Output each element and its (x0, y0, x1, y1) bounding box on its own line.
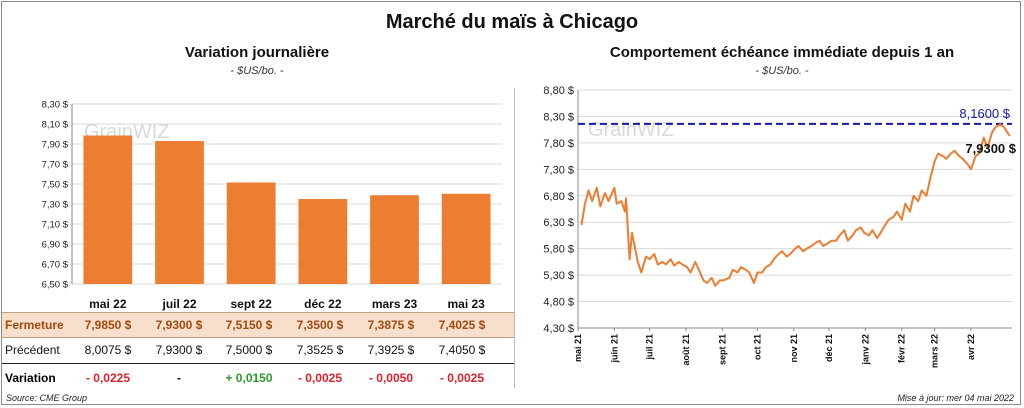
y-tick-label: 7,30 $ (543, 164, 574, 176)
row-label-precedent: Précédent (5, 343, 60, 357)
update-date: Mise à jour: mer 04 mai 2022 (897, 393, 1014, 403)
cell-variation: - 0,0225 (85, 371, 131, 385)
row-label-fermeture: Fermeture (5, 318, 64, 332)
x-tick-label: juin 21 (609, 334, 619, 364)
cell-variation: - 0,0025 (297, 371, 343, 385)
last-value-label: 7,9300 $ (965, 141, 1016, 156)
y-tick-label: 6,50 $ (42, 280, 69, 291)
right-chart-unit: - $US/bo. - (755, 65, 809, 77)
x-tick-label: sept 21 (717, 334, 727, 365)
cell-fermeture: 7,5150 $ (225, 318, 273, 332)
cell-fermeture: 7,9850 $ (84, 318, 132, 332)
cell-fermeture: 7,9300 $ (155, 318, 203, 332)
watermark-text: GrainWIZ (588, 119, 674, 141)
x-tick-label: déc 22 (304, 297, 342, 311)
cell-fermeture: 7,3500 $ (296, 318, 344, 332)
bar (370, 195, 419, 284)
y-tick-label: 8,80 $ (543, 85, 574, 97)
y-tick-label: 7,70 $ (42, 160, 69, 171)
y-tick-label: 7,80 $ (543, 138, 574, 150)
cell-fermeture: 7,3875 $ (367, 318, 415, 332)
cell-variation: + 0,0150 (225, 371, 273, 385)
right-chart-title: Comportement échéance immédiate depuis 1… (609, 44, 955, 61)
line-chart: GrainWIZ 8,80 $ 8,30 $ 7,80 $ 7,30 $ 6,80 $ 6,… (543, 85, 1016, 368)
x-tick-label: mars 23 (372, 297, 418, 311)
bar (298, 199, 348, 284)
cell-precedent: 8,0075 $ (84, 343, 132, 357)
table-row-precedent: Précédent 8,0075 $ 7,9300 $ 7,5000 $ 7,3… (2, 338, 514, 362)
y-tick-label: 8,10 $ (42, 120, 69, 131)
cell-fermeture: 7,4025 $ (438, 318, 486, 332)
source-note: Source: CME Group (6, 393, 88, 403)
y-tick-label: 7,50 $ (42, 180, 69, 191)
x-tick-label: avr 22 (966, 334, 976, 360)
bar (441, 193, 491, 284)
y-tick-label: 4,80 $ (543, 297, 574, 309)
y-tick-label: 6,90 $ (42, 240, 69, 251)
table-row-fermeture: Fermeture 7,9850 $ 7,9300 $ 7,5150 $ 7,3… (2, 312, 514, 338)
left-chart-unit: - $US/bo. - (230, 65, 284, 77)
cell-variation: - 0,0050 (368, 371, 414, 385)
cell-precedent: 7,3525 $ (296, 343, 344, 357)
cell-precedent: 7,3925 $ (367, 343, 415, 357)
bar (155, 141, 204, 284)
row-label-variation: Variation (5, 371, 56, 385)
reference-line-label: 8,1600 $ (959, 106, 1010, 121)
x-tick-label: févr 22 (897, 334, 907, 363)
y-tick-label: 8,30 $ (543, 111, 574, 123)
cell-precedent: 7,9300 $ (155, 343, 203, 357)
y-tick-label: 7,30 $ (42, 200, 69, 211)
y-tick-label: 6,80 $ (543, 191, 574, 203)
x-tick-label: déc 21 (824, 334, 834, 362)
y-tick-label: 4,30 $ (543, 323, 574, 335)
x-tick-label: mai 21 (573, 334, 583, 362)
cell-precedent: 7,5000 $ (225, 343, 273, 357)
y-tick-label: 7,10 $ (42, 220, 69, 231)
left-chart-title: Variation journalière (184, 44, 330, 61)
table-row-variation: Variation - 0,0225 - + 0,0150 - 0,0025 -… (2, 366, 514, 390)
x-tick-label: mars 22 (930, 334, 940, 368)
cell-variation: - (177, 371, 181, 385)
y-tick-label: 5,30 $ (543, 270, 574, 282)
x-tick-label: mai 22 (89, 297, 127, 311)
bar (83, 135, 133, 284)
cell-variation: - 0,0025 (439, 371, 485, 385)
y-tick-label: 6,30 $ (543, 217, 574, 229)
x-tick-label: nov 21 (789, 334, 799, 363)
x-tick-label: mai 23 (447, 297, 485, 311)
x-tick-label: janv 22 (860, 334, 870, 366)
y-tick-label: 7,90 $ (42, 140, 69, 151)
y-tick-label: 6,70 $ (42, 260, 69, 271)
table-separator (2, 363, 514, 364)
x-tick-label: oct 21 (752, 334, 762, 360)
price-line (580, 123, 1011, 287)
x-tick-label: juil 22 (161, 297, 196, 311)
cell-precedent: 7,4050 $ (438, 343, 486, 357)
page-title: Marché du maïs à Chicago (385, 11, 639, 33)
x-tick-label: août 21 (681, 334, 691, 366)
x-tick-label: juil 21 (645, 334, 655, 361)
bar (226, 182, 276, 284)
x-tick-label: sept 22 (230, 297, 272, 311)
y-tick-label: 8,30 $ (42, 100, 69, 111)
y-tick-label: 5,80 $ (543, 244, 574, 256)
panel-divider (514, 88, 515, 388)
